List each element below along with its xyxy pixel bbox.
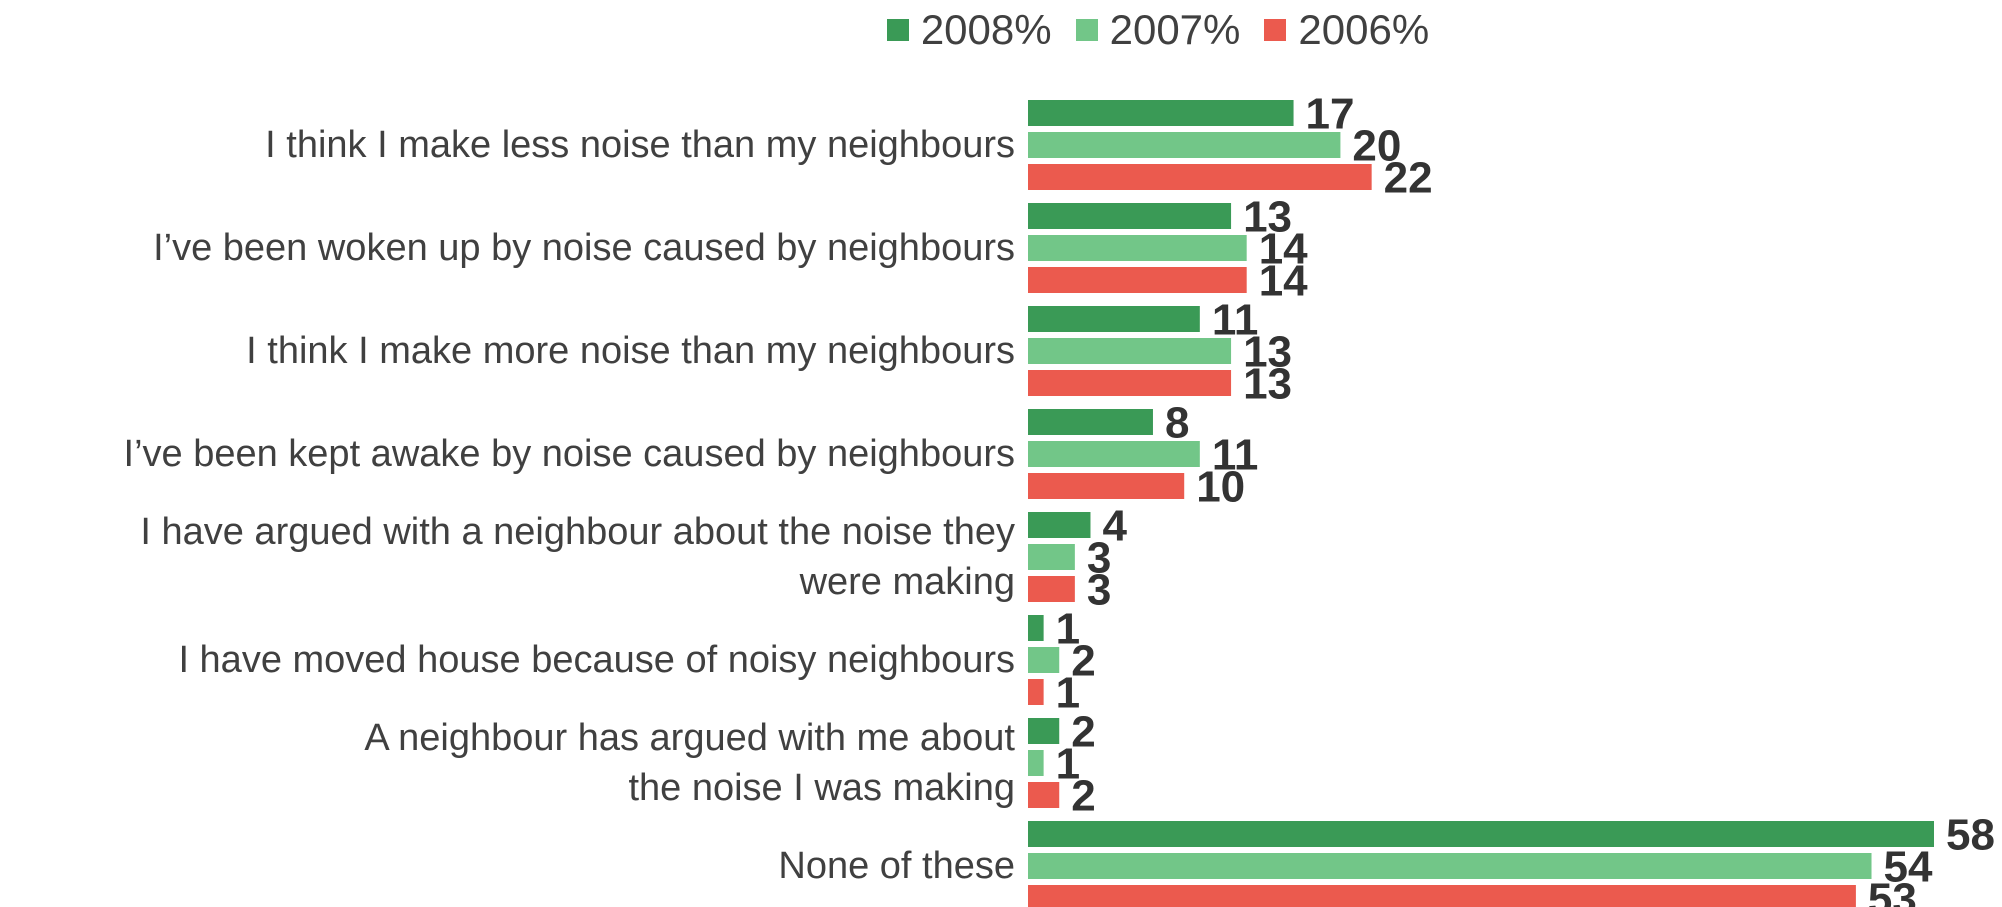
bar <box>1028 370 1232 396</box>
value-label: 20 <box>1352 122 1401 171</box>
bar <box>1028 821 1934 847</box>
legend-label: 2007% <box>1109 6 1241 53</box>
value-label: 17 <box>1306 90 1355 139</box>
value-label: 2 <box>1071 772 1095 821</box>
value-label: 2 <box>1071 708 1095 757</box>
bar <box>1028 782 1060 808</box>
value-label: 8 <box>1165 399 1189 448</box>
bar <box>1028 885 1856 907</box>
value-label: 11 <box>1212 296 1259 345</box>
bar <box>1028 615 1044 641</box>
bar <box>1028 473 1185 499</box>
value-label: 14 <box>1259 225 1308 274</box>
value-label: 54 <box>1884 843 1933 892</box>
legend-item: 2008% <box>886 6 1052 54</box>
category-label: I have moved house because of noisy neig… <box>178 639 1015 681</box>
category-label: I’ve been woken up by noise caused by ne… <box>153 227 1015 269</box>
bar <box>1028 306 1200 332</box>
legend-swatch <box>1075 19 1098 41</box>
bar <box>1028 853 1872 879</box>
bar <box>1028 647 1060 673</box>
legend-swatch <box>1264 19 1287 41</box>
legend-swatch <box>886 19 909 41</box>
legend-label: 2006% <box>1298 6 1430 53</box>
bar <box>1028 576 1075 602</box>
value-label: 10 <box>1196 463 1245 512</box>
legend: 2008% 2007% 2006% <box>315 6 2001 54</box>
value-label: 3 <box>1087 534 1111 583</box>
value-label: 2 <box>1071 637 1095 686</box>
legend-item: 2007% <box>1075 6 1241 54</box>
value-label: 22 <box>1384 154 1433 203</box>
category-label: None of these <box>778 845 1015 887</box>
category-label: I’ve been kept awake by noise caused by … <box>123 433 1015 475</box>
bar <box>1028 718 1060 744</box>
value-label: 1 <box>1056 740 1080 789</box>
legend-label: 2008% <box>920 6 1052 53</box>
value-label: 11 <box>1212 431 1259 480</box>
category-label: I think I make more noise than my neighb… <box>246 330 1015 372</box>
value-label: 53 <box>1868 875 1917 907</box>
value-label: 13 <box>1243 328 1292 377</box>
category-label: I have argued with a neighbour about the… <box>140 511 1015 603</box>
bar <box>1028 164 1372 190</box>
bar <box>1028 409 1153 435</box>
value-label: 3 <box>1087 566 1111 615</box>
bar <box>1028 338 1232 364</box>
category-label: A neighbour has argued with me about the… <box>364 717 1015 809</box>
value-label: 1 <box>1056 605 1080 654</box>
bar <box>1028 544 1075 570</box>
bar <box>1028 441 1200 467</box>
legend-item: 2006% <box>1264 6 1429 54</box>
value-label: 13 <box>1243 193 1292 242</box>
category-label: I think I make less noise than my neighb… <box>265 124 1015 166</box>
value-label: 14 <box>1259 257 1308 306</box>
bar <box>1028 100 1294 126</box>
bar <box>1028 203 1232 229</box>
bar <box>1028 267 1247 293</box>
bar <box>1028 679 1044 705</box>
value-label: 58 <box>1946 811 1995 860</box>
bar <box>1028 235 1247 261</box>
value-label: 13 <box>1243 360 1292 409</box>
bar <box>1028 132 1341 158</box>
value-label: 4 <box>1102 502 1127 551</box>
bar <box>1028 512 1091 538</box>
bar <box>1028 750 1044 776</box>
value-label: 1 <box>1056 669 1080 718</box>
